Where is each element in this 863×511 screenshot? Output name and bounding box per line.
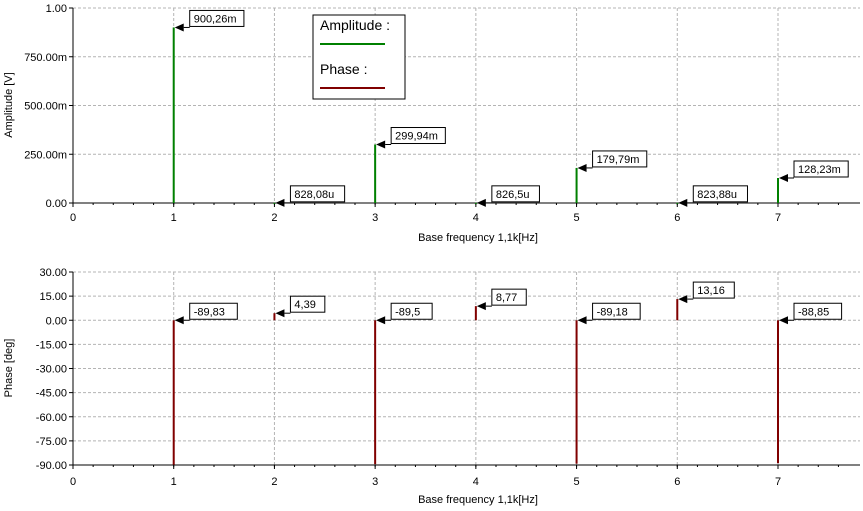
legend-entry-label: Amplitude : bbox=[320, 17, 390, 33]
data-label-box bbox=[592, 150, 648, 168]
data-label-arrow bbox=[174, 316, 184, 325]
amplitude-panel: 0.00 250.00m 500.00m 750.00m 1.00 0 1 2 3 4 5 6 7 Amp… bbox=[3, 3, 860, 244]
x-tick-label: 0 bbox=[70, 212, 76, 224]
legend-box bbox=[312, 14, 406, 100]
y-axis-label: Amplitude [V] bbox=[3, 72, 15, 137]
data-label-box bbox=[390, 127, 446, 145]
data-label-arrow bbox=[275, 198, 285, 207]
y-tick-label: 0.00 bbox=[46, 315, 67, 327]
bar-phase bbox=[374, 320, 377, 465]
y-tick-label: 30.00 bbox=[39, 267, 67, 279]
bar-phase bbox=[474, 306, 477, 321]
bar-phase bbox=[777, 320, 779, 464]
data-label-box bbox=[390, 302, 433, 320]
bar-phase bbox=[273, 313, 276, 321]
legend: Amplitude : Phase : bbox=[312, 14, 406, 100]
x-axis-label: Base frequency 1,1k[Hz] bbox=[418, 232, 538, 244]
data-label-box bbox=[592, 302, 641, 320]
data-label-box bbox=[189, 302, 238, 320]
y-tick-label: 1.00 bbox=[46, 3, 67, 15]
x-tick-label: 2 bbox=[271, 476, 277, 488]
phase-panel: 30.00 15.00 0.00 -15.00 -30.00 -45.00 -60.00 -7… bbox=[3, 267, 860, 506]
data-label-box bbox=[793, 160, 849, 178]
legend-entry-label: Phase : bbox=[320, 61, 367, 77]
bar-amplitude bbox=[374, 144, 377, 203]
y-tick-label: -90.00 bbox=[36, 460, 67, 472]
data-label-box bbox=[491, 185, 540, 203]
data-label: -89,18 bbox=[597, 306, 628, 318]
bar-amplitude bbox=[474, 202, 477, 204]
data-label: 828,08u bbox=[294, 189, 334, 201]
x-tick-label: 4 bbox=[473, 212, 479, 224]
data-label-box bbox=[793, 302, 843, 320]
data-label-arrow bbox=[577, 316, 587, 325]
data-label: 4,39 bbox=[294, 299, 315, 311]
bar-phase bbox=[575, 320, 578, 464]
data-label: -89,5 bbox=[395, 306, 420, 318]
x-axis-label: Base frequency 1,1k[Hz] bbox=[418, 494, 538, 506]
data-label-arrow bbox=[174, 23, 184, 32]
y-tick-label: -30.00 bbox=[36, 364, 67, 376]
bar-phase bbox=[172, 320, 175, 465]
bar-amplitude bbox=[172, 27, 175, 204]
data-label-arrow bbox=[577, 163, 587, 172]
x-tick-label: 3 bbox=[372, 476, 378, 488]
x-tick-label: 0 bbox=[70, 476, 76, 488]
y-tick-label: 750.00m bbox=[24, 52, 67, 64]
bar-amplitude bbox=[575, 167, 578, 203]
data-label-arrow bbox=[476, 198, 486, 207]
data-label: -88,85 bbox=[798, 306, 829, 318]
x-tick-label: 6 bbox=[674, 212, 680, 224]
x-tick-label: 5 bbox=[574, 212, 580, 224]
y-tick-label: 500.00m bbox=[24, 101, 67, 113]
x-tick-label: 7 bbox=[775, 212, 781, 224]
bar-amplitude bbox=[777, 177, 779, 203]
data-label-arrow bbox=[779, 173, 788, 182]
data-label: 8,77 bbox=[496, 292, 517, 304]
x-tick-label: 1 bbox=[171, 476, 177, 488]
data-label-arrow bbox=[678, 295, 688, 304]
y-tick-label: 0.00 bbox=[46, 198, 67, 210]
data-label-box bbox=[189, 9, 245, 27]
y-tick-label: -60.00 bbox=[36, 412, 67, 424]
y-tick-label: -15.00 bbox=[36, 339, 67, 351]
y-tick-label: 15.00 bbox=[39, 291, 67, 303]
data-label: 900,26m bbox=[194, 13, 237, 25]
x-tick-label: 6 bbox=[674, 476, 680, 488]
x-tick-label: 4 bbox=[473, 476, 479, 488]
data-label-arrow bbox=[476, 302, 486, 311]
x-tick-label: 1 bbox=[171, 212, 177, 224]
data-label-box bbox=[692, 281, 735, 299]
data-label: 826,5u bbox=[496, 189, 530, 201]
x-tick-label: 3 bbox=[372, 212, 378, 224]
y-axis-label: Phase [deg] bbox=[3, 339, 15, 398]
data-label: 179,79m bbox=[597, 154, 640, 166]
data-label: 128,23m bbox=[798, 164, 841, 176]
bar-amplitude bbox=[273, 202, 276, 204]
y-tick-label: -45.00 bbox=[36, 388, 67, 400]
data-label-arrow bbox=[376, 316, 386, 325]
data-label-arrow bbox=[376, 140, 386, 149]
x-tick-label: 5 bbox=[574, 476, 580, 488]
data-label-box bbox=[289, 295, 326, 313]
data-label-box bbox=[491, 288, 527, 306]
x-tick-label: 2 bbox=[271, 212, 277, 224]
data-label-box bbox=[289, 185, 346, 203]
y-tick-label: -75.00 bbox=[36, 436, 67, 448]
data-label: 299,94m bbox=[395, 131, 438, 143]
data-label-arrow bbox=[779, 316, 788, 325]
data-label: 823,88u bbox=[697, 189, 737, 201]
bar-amplitude bbox=[676, 202, 679, 204]
y-tick-label: 250.00m bbox=[24, 149, 67, 161]
data-label: -89,83 bbox=[194, 306, 225, 318]
bar-phase bbox=[676, 299, 679, 321]
data-label-arrow bbox=[275, 309, 285, 318]
data-label-arrow bbox=[678, 198, 688, 207]
data-label: 13,16 bbox=[697, 285, 725, 297]
x-tick-label: 7 bbox=[775, 476, 781, 488]
data-label-box bbox=[692, 185, 748, 203]
